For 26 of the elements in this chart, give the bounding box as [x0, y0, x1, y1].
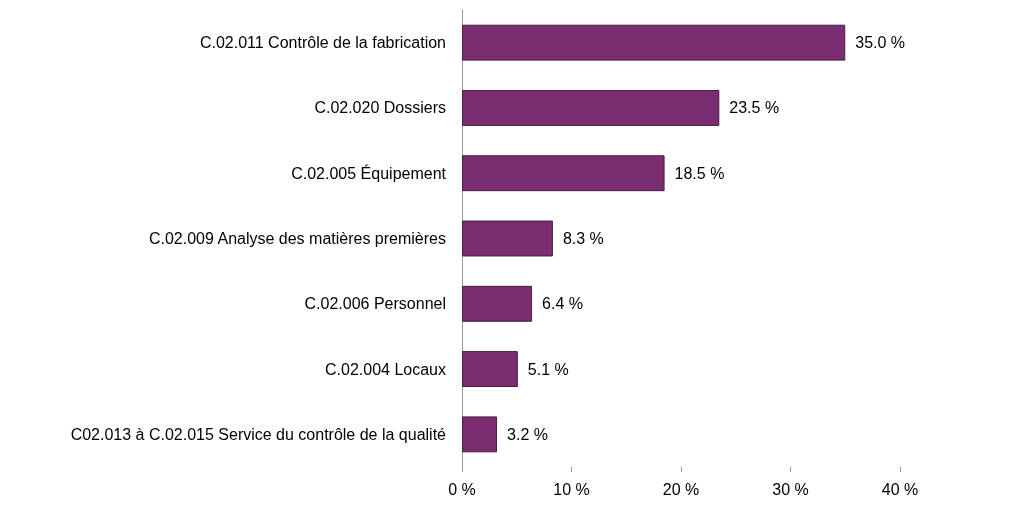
- data-label: 8.3 %: [562, 230, 604, 247]
- bar: [462, 24, 846, 61]
- y-tick-label: C.02.009 Analyse des matières premières: [148, 230, 446, 247]
- data-label: 6.4 %: [542, 295, 583, 313]
- y-tick-label: C.02.006 Personnel: [304, 295, 446, 313]
- x-tick-label: 30 %: [772, 480, 809, 498]
- y-tick-label: C.02.004 Locaux: [325, 360, 446, 378]
- x-tick-label: 20 %: [662, 480, 700, 498]
- bar: [462, 155, 665, 192]
- bar: [462, 89, 720, 126]
- y-tick-label: C02.013 à C.02.015 Service du contrôle de la qualité: [70, 425, 447, 443]
- bar: [462, 416, 498, 453]
- bar: [462, 285, 533, 322]
- y-tick-label: C.02.020 Dossiers: [314, 99, 446, 117]
- data-label: 23.5 %: [729, 99, 780, 117]
- data-label: 18.5 %: [674, 164, 725, 182]
- data-label: 35.0 %: [855, 34, 906, 52]
- data-label: 3.2 %: [507, 425, 548, 443]
- y-tick-label: C.02.005 Équipement: [291, 163, 447, 182]
- x-tick-label: 0 %: [448, 480, 476, 498]
- x-tick-label: 40 %: [881, 480, 919, 498]
- bar: [462, 351, 518, 388]
- data-label: 5.1 %: [527, 360, 569, 378]
- bar: [462, 220, 553, 257]
- y-tick-label: C.02.011 Contrôle de la fabrication: [199, 34, 446, 52]
- x-tick-label: 10 %: [553, 480, 590, 498]
